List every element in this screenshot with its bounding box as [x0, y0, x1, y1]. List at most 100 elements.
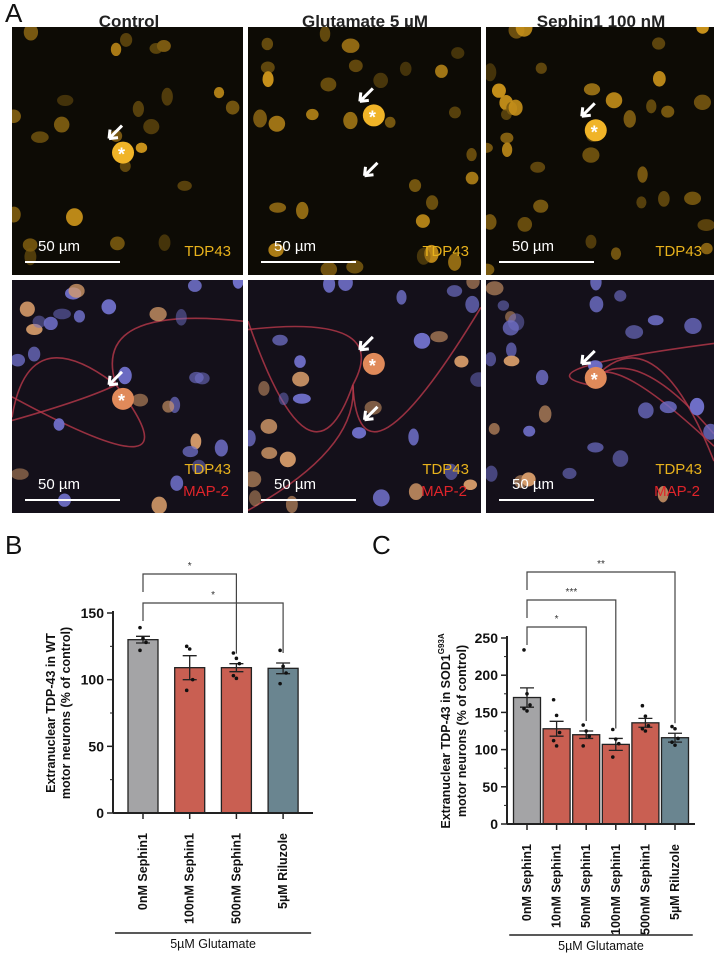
x-tick-label: 100nM Sephin1: [183, 833, 197, 924]
data-point: [184, 644, 189, 649]
data-point: [581, 744, 585, 748]
x-tick-label: 50nM Sephin1: [579, 844, 593, 928]
x-tick-label: 10nM Sephin1: [550, 844, 564, 928]
x-tick-label: 5µM Riluzole: [276, 833, 290, 909]
error-bar-0: [520, 687, 534, 708]
data-point: [676, 736, 680, 741]
data-point: [231, 673, 236, 678]
scale-bar-label: 50 µm: [38, 238, 80, 255]
data-point: [673, 743, 677, 747]
scale-bar: [25, 261, 120, 263]
bar-5: [660, 737, 690, 825]
scale-bar-label: 50 µm: [512, 476, 554, 493]
y-tick-label: 200: [475, 667, 499, 683]
data-point: [670, 740, 674, 744]
data-point: [284, 671, 288, 675]
arrow-icon: [107, 370, 124, 387]
column-header-control: Control: [98, 12, 160, 31]
scale-bar-label: 50 µm: [274, 238, 316, 255]
data-point: [554, 744, 559, 748]
data-point: [522, 648, 526, 652]
data-point: [551, 697, 556, 702]
data-point: [278, 648, 282, 653]
data-point: [611, 727, 615, 732]
significance-label: *: [211, 590, 215, 601]
error-bar-4: [638, 717, 653, 728]
data-point: [673, 726, 677, 731]
data-point: [184, 688, 189, 693]
bar-0: [512, 696, 542, 825]
data-point: [231, 651, 236, 655]
x-tick-label: 500nM Sephin1: [229, 833, 243, 924]
group-label: 5µM Glutamate: [170, 937, 256, 951]
x-tick-label: 5µM Riluzole: [668, 844, 682, 920]
bar-3: [267, 667, 299, 814]
scale-bar: [261, 261, 356, 263]
channel-label-tdp43: TDP43: [655, 461, 702, 478]
scale-bar: [499, 499, 594, 501]
data-point: [554, 713, 559, 718]
bar-2: [572, 734, 601, 825]
micrograph-tdp43-0: * 50 µm TDP43: [12, 27, 243, 275]
data-point: [670, 724, 674, 729]
significance-label: *: [188, 561, 192, 572]
bar-3: [601, 743, 630, 825]
data-point: [551, 738, 556, 743]
data-point: [138, 625, 142, 630]
data-point: [643, 729, 648, 733]
significance-bracket: [142, 573, 237, 654]
column-header-glutamate: Glutamate 5 µM: [302, 12, 428, 31]
micrograph-tdp43-2: * 50 µm TDP43: [486, 27, 714, 275]
asterisk-marker: *: [591, 122, 598, 142]
significance-label: *: [555, 614, 559, 625]
scale-bar: [25, 499, 120, 501]
significance-bracket: [526, 599, 617, 729]
y-tick-label: 150: [475, 704, 499, 720]
data-point: [281, 664, 285, 669]
significance-bracket: [526, 571, 676, 724]
data-point: [581, 723, 585, 727]
bar-0: [127, 639, 159, 814]
asterisk-marker: *: [591, 370, 598, 390]
bar-1: [174, 667, 206, 814]
y-axis-label-line2: motor neurons (% of control): [455, 645, 469, 817]
data-point: [522, 706, 526, 711]
bar-2: [220, 667, 253, 814]
y-axis-label-line2: motor neurons (% of control): [59, 627, 73, 799]
micrograph-tdp43-map2-1: * 50 µm TDP43 MAP-2: [248, 280, 481, 513]
data-point: [234, 656, 239, 661]
data-point: [587, 734, 591, 739]
significance-bracket: [526, 626, 587, 721]
arrow-icon: [358, 87, 374, 103]
arrow-icon: [580, 349, 596, 366]
data-point: [643, 714, 648, 718]
y-tick-label: 150: [81, 605, 105, 621]
data-point: [611, 755, 615, 759]
arrow-icon: [107, 124, 124, 141]
x-tick-label: 500nM Sephin1: [638, 844, 652, 935]
asterisk-marker: *: [118, 145, 125, 165]
group-label: 5µM Glutamate: [558, 939, 644, 953]
data-point: [278, 681, 282, 686]
channel-label-tdp43: TDP43: [184, 461, 231, 478]
scale-bar: [499, 261, 594, 263]
data-point: [528, 703, 532, 707]
x-tick-label: 0nM Sephin1: [520, 844, 534, 921]
y-tick-label: 100: [475, 742, 499, 758]
data-point: [617, 741, 621, 746]
arrow-icon: [580, 102, 596, 118]
y-tick-label: 0: [490, 816, 498, 832]
data-point: [614, 737, 618, 741]
bar-1: [542, 728, 571, 825]
error-bar-1: [549, 720, 564, 737]
y-axis-label-line1: Extranuclear TDP-43 in WT: [44, 633, 58, 793]
y-tick-label: 0: [96, 805, 104, 821]
micrograph-tdp43-1: * 50 µm TDP43: [248, 27, 481, 275]
scale-bar: [261, 499, 356, 501]
data-point: [525, 692, 529, 696]
scale-bar-label: 50 µm: [38, 476, 80, 493]
panel-label-a: A: [5, 0, 23, 28]
data-point: [584, 729, 588, 733]
x-tick-label: 100nM Sephin1: [609, 844, 623, 935]
panel-label-c: C: [372, 530, 391, 560]
